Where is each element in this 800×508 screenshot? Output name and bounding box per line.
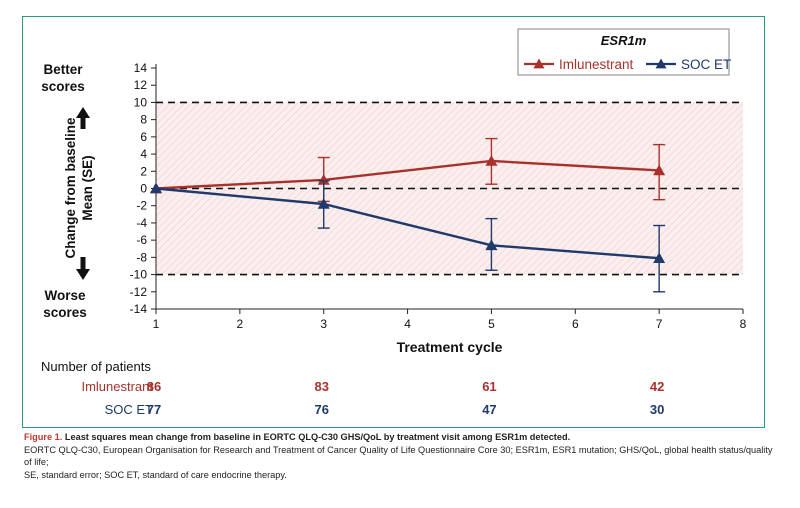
y-tick-label: -12 [130, 285, 148, 299]
y-tick-label: 0 [140, 182, 147, 196]
caption-abbreviations-1: EORTC QLQ-C30, European Organisation for… [24, 444, 773, 468]
data-point-soc-et [485, 239, 498, 251]
x-tick-label: 8 [740, 317, 747, 331]
figure-frame: 14 12 10 8 6 4 2 0 -2 -4 -6 -8 -10 -12 -14 1 2 3 4 5 6 7 8 Trea… [22, 16, 765, 428]
legend-label-imlunestrant: Imlunestrant [559, 57, 634, 72]
y-tick-label: -8 [136, 250, 147, 264]
worse-label-line-2: scores [43, 305, 87, 320]
y-tick-label: 6 [140, 130, 147, 144]
x-tick-label: 6 [572, 317, 579, 331]
legend-marker-soc-et [655, 58, 667, 69]
y-tick-label: 4 [140, 147, 147, 161]
patients-count-soc-et: 47 [482, 402, 496, 417]
x-axis-title: Treatment cycle [397, 339, 503, 355]
data-point-imlunestrant [653, 164, 666, 176]
legend-marker-imlunestrant [533, 58, 545, 69]
data-point-soc-et [653, 252, 666, 264]
patients-count-soc-et: 77 [147, 402, 161, 417]
patients-row-label-soc-et: SOC ET [105, 402, 153, 417]
y-tick-label: 14 [134, 61, 148, 75]
legend-label-soc-et: SOC ET [681, 57, 731, 72]
y-tick-label: 10 [134, 95, 148, 109]
y-tick-label: 2 [140, 164, 147, 178]
x-tick-label: 1 [153, 317, 160, 331]
y-tick-label: 12 [134, 78, 148, 92]
figure-caption: Figure 1. Least squares mean change from… [24, 431, 774, 481]
data-point-soc-et [317, 197, 330, 209]
x-tick-label: 7 [656, 317, 663, 331]
y-axis-title-line-2: Mean (SE) [80, 155, 95, 220]
worse-label-line-1: Worse [44, 288, 86, 303]
data-point-imlunestrant [317, 173, 330, 185]
patients-count-imlunestrant: 42 [650, 379, 664, 394]
patients-table-header: Number of patients [41, 359, 151, 374]
x-tick-label: 5 [488, 317, 495, 331]
caption-abbreviations-2: SE, standard error; SOC ET, standard of … [24, 469, 287, 480]
x-tick-label: 2 [237, 317, 244, 331]
y-tick-label: -10 [130, 268, 148, 282]
y-tick-label: -6 [136, 233, 147, 247]
legend-title: ESR1m [601, 33, 647, 48]
patients-count-soc-et: 30 [650, 402, 664, 417]
series-line-soc-et [155, 187, 660, 260]
y-tick-label: -2 [136, 199, 147, 213]
patients-count-imlunestrant: 86 [147, 379, 161, 394]
down-arrow-icon [76, 257, 90, 280]
data-point-soc-et [150, 182, 162, 194]
data-point-imlunestrant [485, 154, 498, 166]
legend-box [517, 28, 730, 76]
patients-count-imlunestrant: 83 [314, 379, 328, 394]
figure-label: Figure 1. [24, 432, 63, 442]
x-tick-label: 3 [320, 317, 327, 331]
better-label-line-1: Better [43, 62, 83, 77]
up-arrow-icon [76, 107, 90, 129]
series-line-imlunestrant [155, 159, 660, 190]
y-tick-label: -14 [130, 302, 148, 316]
patients-count-soc-et: 76 [314, 402, 328, 417]
y-axis-title-line-1: Change from baseline [63, 117, 78, 259]
y-tick-label: -4 [136, 216, 147, 230]
patients-row-label-imlunestrant: Imlunestrant [81, 379, 153, 394]
x-tick-label: 4 [404, 317, 411, 331]
figure-title: Least squares mean change from baseline … [64, 432, 571, 442]
y-tick-label: 8 [140, 113, 147, 127]
better-label-line-2: scores [41, 79, 85, 94]
patients-count-imlunestrant: 61 [482, 379, 496, 394]
